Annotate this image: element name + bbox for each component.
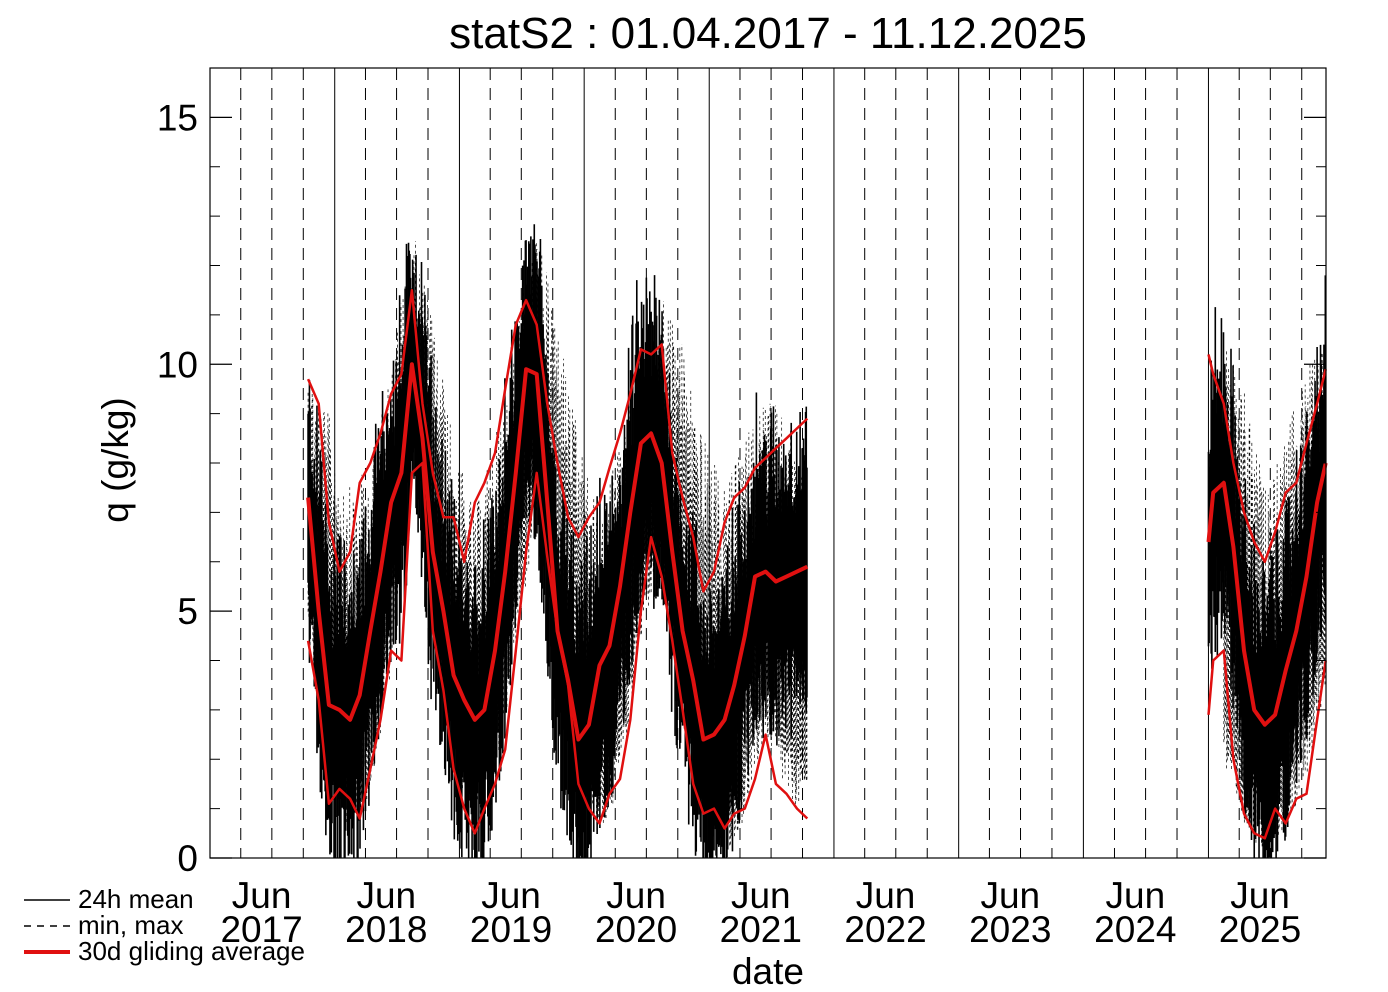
y-axis-title: q (g/kg) (95, 397, 136, 522)
x-tick-label-month: Jun (856, 875, 916, 916)
gliding-mean-line (1206, 462, 1328, 727)
y-tick-label: 5 (177, 591, 198, 632)
chart-title: statS2 : 01.04.2017 - 11.12.2025 (449, 9, 1087, 58)
x-tick-label-month: Jun (606, 875, 666, 916)
gliding-upper-line (1207, 354, 1327, 564)
x-tick-label-year: 2022 (844, 909, 926, 950)
mean-series (307, 224, 1327, 858)
x-tick-label-year: 2019 (470, 909, 552, 950)
legend-label: 24h mean (78, 884, 194, 914)
y-tick-label: 15 (157, 97, 198, 138)
x-tick-label-year: 2023 (969, 909, 1051, 950)
x-tick-label-year: 2020 (595, 909, 677, 950)
x-tick-label-year: 2024 (1094, 909, 1176, 950)
x-tick-label-month: Jun (1230, 875, 1290, 916)
gliding-upper-line (306, 288, 809, 593)
x-tick-label-month: Jun (481, 875, 541, 916)
x-tick-label-month: Jun (980, 875, 1040, 916)
gliding-average-series (306, 288, 1328, 840)
x-tick-label-month: Jun (232, 875, 292, 916)
x-axis-title: date (732, 951, 804, 992)
x-tick-label-year: 2018 (345, 909, 427, 950)
x-tick-label-year: 2021 (720, 909, 802, 950)
y-tick-label: 10 (157, 344, 198, 385)
gliding-mean-line (306, 362, 809, 742)
legend-label: min, max (78, 910, 183, 940)
y-axis-ticks: 0 5 10 15 (157, 67, 1326, 879)
x-tick-label-month: Jun (356, 875, 416, 916)
x-tick-label-month: Jun (1106, 875, 1166, 916)
y-tick-label: 0 (177, 838, 198, 879)
gliding-lower-line (1207, 649, 1327, 840)
x-tick-label-month: Jun (731, 875, 791, 916)
x-tick-label-year: 2025 (1219, 909, 1301, 950)
legend-label: 30d gliding average (78, 936, 305, 966)
x-tick-label-year: 2017 (220, 909, 302, 950)
grid-lines (240, 68, 1303, 858)
x-axis-ticks: Jun2017Jun2018Jun2019Jun2020Jun2021Jun20… (220, 875, 1301, 950)
